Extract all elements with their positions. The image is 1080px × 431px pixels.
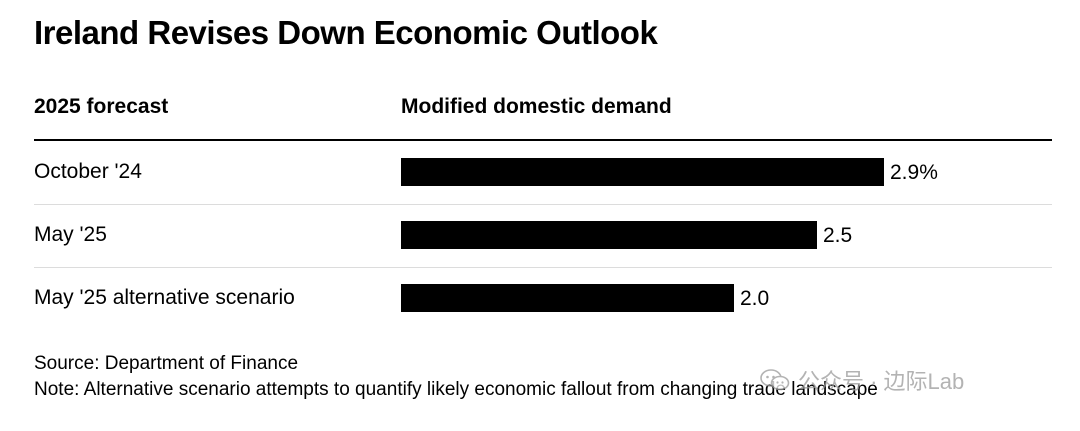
category-label: May '25 [34,223,107,246]
value-column-header: Modified domestic demand [401,95,672,118]
bar-value-label: 2.0 [740,287,770,310]
source-note: Source: Department of Finance [34,353,299,374]
row-divider [34,204,1052,205]
bar-value-label: 2.5 [823,224,853,247]
header-divider [34,139,1052,141]
row-divider [34,267,1052,268]
bar [401,284,734,312]
wechat-icon [760,369,790,391]
category-label: October '24 [34,160,142,183]
category-label: May '25 alternative scenario [34,286,295,309]
chart-title: Ireland Revises Down Economic Outlook [34,14,658,51]
bar [401,221,817,249]
bar-value-label: 2.9% [890,161,938,184]
footnote: Note: Alternative scenario attempts to q… [34,379,878,400]
watermark: 公众号 · 边际Lab [760,364,964,396]
bar [401,158,884,186]
watermark-text: 公众号 · 边际Lab [798,369,965,394]
category-column-header: 2025 forecast [34,95,169,118]
